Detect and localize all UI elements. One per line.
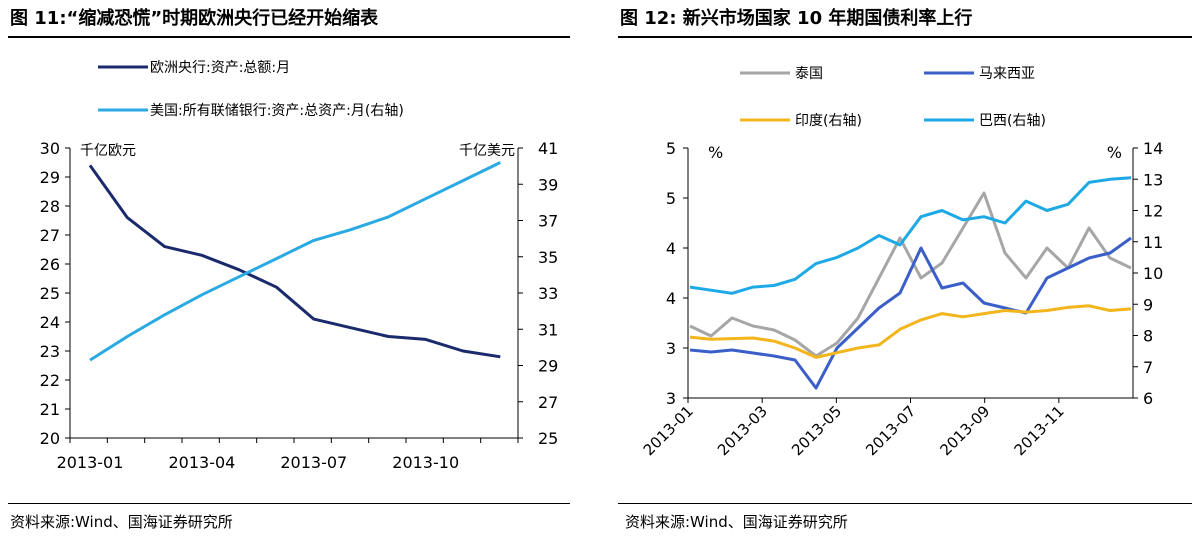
right-chart-y2-tick-label: 12: [1143, 202, 1163, 221]
left-chart-y-tick-label: 21: [40, 400, 60, 419]
left-chart-legend-label-2: 美国:所有联储银行:资产:总资产:月(右轴): [150, 103, 404, 119]
right-chart-x-tick-label: 2013-01: [640, 402, 697, 459]
left-chart-y-tick-label: 28: [40, 197, 60, 216]
left-source: 资料来源:Wind、国海证券研究所: [10, 513, 233, 531]
right-chart-series-line-2: [689, 236, 1132, 390]
left-chart-y-tick-label: 29: [40, 168, 60, 187]
right-chart-series-line-4: [689, 176, 1132, 295]
right-chart-x-tick-label: 2013-09: [936, 402, 993, 459]
right-chart-x-tick-label: 2013-05: [788, 402, 845, 459]
right-chart-y2-tick-label: 6: [1143, 389, 1153, 408]
left-chart-x-tick-label: 2013-10: [392, 453, 459, 472]
right-chart-y-tick-label: 4: [666, 289, 676, 308]
right-chart-y2-tick-label: 7: [1143, 358, 1153, 377]
right-chart-legend-label-1: 泰国: [795, 66, 823, 82]
right-chart-y2-tick-label: 14: [1143, 139, 1163, 158]
left-chart-right-unit: 千亿美元: [459, 143, 515, 159]
left-chart-y-tick-label: 24: [40, 313, 60, 332]
left-chart-y-tick-label: 26: [40, 255, 60, 274]
left-chart-y-tick-label: 20: [40, 429, 60, 448]
left-chart-series-line-1: [88, 164, 501, 359]
left-chart-y2-tick-label: 31: [538, 320, 558, 339]
left-chart-legend-label-1: 欧洲央行:资产:总额:月: [150, 60, 290, 76]
right-chart-series-line-3: [689, 304, 1132, 359]
left-chart-y2-tick-label: 29: [538, 357, 558, 376]
right-chart-legend-label-2: 马来西亚: [979, 66, 1035, 82]
right-title-rule: [618, 36, 1192, 38]
left-chart-y2-tick-label: 35: [538, 248, 558, 267]
right-source: 资料来源:Wind、国海证券研究所: [625, 513, 848, 531]
left-chart-y-tick-label: 23: [40, 342, 60, 361]
left-title-rule: [8, 36, 570, 38]
left-chart-x-tick-label: 2013-07: [280, 453, 347, 472]
right-chart-x-tick-label: 2013-07: [862, 402, 919, 459]
left-chart-y2-tick-label: 25: [538, 429, 558, 448]
left-chart-left-unit: 千亿欧元: [80, 143, 136, 159]
right-chart-y-tick-label: 3: [666, 389, 676, 408]
right-chart-y2-tick-label: 8: [1143, 327, 1153, 346]
right-chart-right-unit: %: [1107, 143, 1122, 162]
right-chart-x-tick-label: 2013-11: [1011, 402, 1068, 459]
left-chart-x-tick-label: 2013-01: [57, 453, 124, 472]
right-chart-y2-tick-label: 13: [1143, 170, 1163, 189]
left-chart-y2-tick-label: 41: [538, 139, 558, 158]
left-chart-title: 图 11:“缩减恐慌”时期欧洲央行已经开始缩表: [10, 8, 379, 29]
right-chart-y2-tick-label: 11: [1143, 233, 1163, 252]
left-chart-x-tick-label: 2013-04: [168, 453, 235, 472]
left-chart-y-tick-label: 30: [40, 139, 60, 158]
left-chart-y-tick-label: 27: [40, 226, 60, 245]
left-chart-y2-tick-label: 39: [538, 175, 558, 194]
right-chart-y-tick-label: 4: [666, 239, 676, 258]
right-source-rule: [618, 503, 1192, 504]
right-chart-y2-tick-label: 9: [1143, 295, 1153, 314]
right-chart-x-tick-label: 2013-03: [714, 402, 771, 459]
right-chart-y-tick-label: 5: [666, 139, 676, 158]
left-source-rule: [8, 503, 570, 504]
left-chart-series-line-2: [89, 161, 501, 362]
right-chart-y2-tick-label: 10: [1143, 264, 1163, 283]
right-chart-y-tick-label: 3: [666, 339, 676, 358]
right-chart-left-unit: %: [708, 143, 723, 162]
right-chart-title: 图 12: 新兴市场国家 10 年期国债利率上行: [620, 8, 973, 29]
right-chart-legend-label-4: 巴西(右轴): [979, 113, 1046, 129]
left-chart-y2-tick-label: 37: [538, 212, 558, 231]
left-chart-y-tick-label: 22: [40, 371, 60, 390]
left-chart-y-tick-label: 25: [40, 284, 60, 303]
left-chart-y2-tick-label: 27: [538, 393, 558, 412]
right-chart-y-tick-label: 5: [666, 189, 676, 208]
left-chart-y2-tick-label: 33: [538, 284, 558, 303]
right-chart-legend-label-3: 印度(右轴): [795, 113, 862, 129]
right-chart-series-line-1: [689, 191, 1132, 358]
